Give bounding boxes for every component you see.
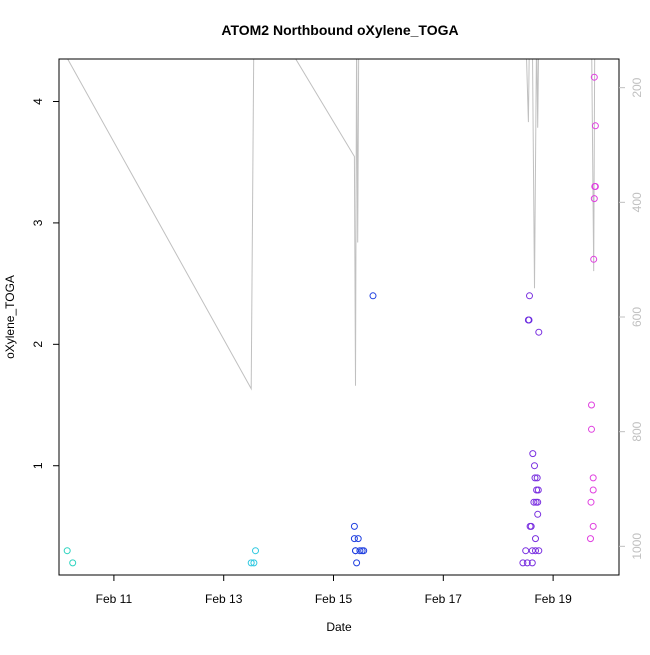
data-point <box>587 498 595 506</box>
chart-title: ATOM2 Northbound oXylene_TOGA <box>221 22 458 38</box>
data-point <box>526 292 533 300</box>
data-point <box>528 559 536 567</box>
data-point <box>533 474 541 482</box>
data-point <box>531 462 538 470</box>
data-point <box>350 535 358 543</box>
data-point <box>591 183 599 190</box>
y-tick-label: 3 <box>31 219 45 226</box>
x-tick-label: Feb 13 <box>205 592 243 606</box>
data-point <box>534 510 542 518</box>
x-tick-label: Feb 19 <box>534 592 572 606</box>
data-point <box>250 559 258 567</box>
data-point <box>354 535 362 543</box>
x-tick-label: Feb 15 <box>315 592 353 606</box>
data-point <box>532 547 539 555</box>
pressure-line <box>67 59 596 391</box>
x-tick-label: Feb 17 <box>425 592 463 606</box>
data-point <box>589 522 597 530</box>
y2-tick-label: 1000 <box>630 533 644 560</box>
data-point <box>590 73 598 81</box>
data-point <box>369 292 377 300</box>
data-point <box>252 547 259 555</box>
data-point <box>522 547 530 555</box>
y2-tick-label: 400 <box>630 192 644 212</box>
y-axis-label: oXylene_TOGA <box>3 275 17 359</box>
y-tick-label: 2 <box>31 341 45 348</box>
data-point <box>535 547 543 555</box>
x-axis-label: Date <box>326 620 352 634</box>
data-point <box>589 474 597 482</box>
data-point <box>527 522 535 530</box>
data-point <box>591 122 599 130</box>
data-point <box>519 559 527 567</box>
data-point <box>530 498 538 506</box>
data-point <box>529 450 537 458</box>
data-point <box>587 535 594 543</box>
y2-tick-label: 200 <box>630 77 644 97</box>
y2-tick-label: 800 <box>630 421 644 441</box>
data-point <box>247 559 255 567</box>
data-point <box>535 328 543 336</box>
data-point <box>531 474 539 482</box>
x-tick-label: Feb 11 <box>96 592 133 606</box>
data-point <box>360 547 368 555</box>
data-point <box>590 255 598 263</box>
data-point <box>525 316 533 324</box>
data-point <box>588 401 595 409</box>
data-point <box>590 195 598 203</box>
y-tick-label: 1 <box>31 462 45 469</box>
data-point <box>63 547 71 555</box>
data-point <box>353 559 361 567</box>
data-point <box>534 498 542 506</box>
plot-layer: Feb 11 Feb 13 Feb 15 Feb 17 Feb 19 1 2 3 4 200 400… <box>31 58 644 606</box>
data-point <box>356 547 364 555</box>
data-point <box>532 535 539 543</box>
data-point <box>534 486 542 494</box>
data-point <box>352 547 359 555</box>
data-point <box>588 425 595 433</box>
plot-frame <box>58 58 620 576</box>
data-point <box>69 559 77 567</box>
y-tick-label: 4 <box>31 98 45 105</box>
y2-tick-label: 600 <box>630 307 644 327</box>
data-point <box>523 559 531 567</box>
data-point <box>589 486 597 494</box>
data-point <box>350 522 358 530</box>
